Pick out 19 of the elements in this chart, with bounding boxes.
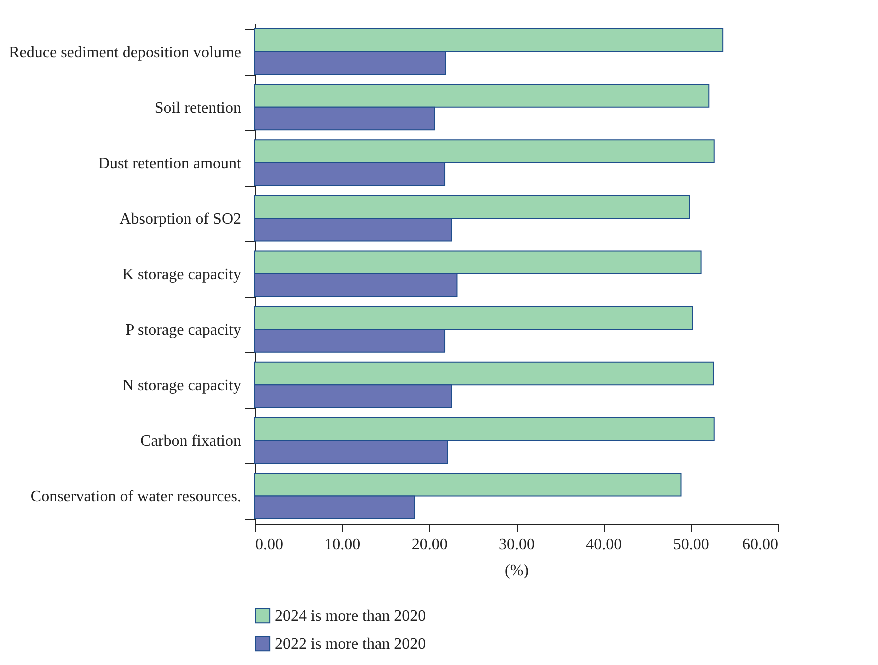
- y-tick-label: P storage capacity: [126, 322, 242, 340]
- x-tick-label: 0.00: [256, 536, 284, 554]
- x-axis-title: (%): [505, 562, 529, 580]
- y-tick-label: K storage capacity: [122, 266, 242, 284]
- x-tick-label: 30.00: [499, 536, 535, 554]
- x-tick-label: 50.00: [673, 536, 710, 554]
- y-tick-label: Conservation of water resources.: [30, 488, 242, 506]
- y-tick-label: Soil retention: [154, 100, 242, 117]
- legend-label: 2022 is more than 2020: [275, 636, 426, 653]
- y-tick-label: Carbon fixation: [140, 433, 242, 450]
- x-tick-label: 20.00: [412, 536, 448, 554]
- x-tick-label: 60.00: [742, 536, 778, 554]
- x-tick-label: 40.00: [586, 536, 622, 554]
- y-tick-label: Reduce sediment deposition volume: [9, 44, 242, 62]
- y-tick-label: Absorption of SO2: [120, 210, 242, 228]
- x-tick-label: 10.00: [324, 536, 361, 554]
- legend-label: 2024 is more than 2020: [275, 608, 426, 625]
- y-tick-label: Dust retention amount: [98, 155, 242, 172]
- y-tick-label: N storage capacity: [122, 378, 242, 395]
